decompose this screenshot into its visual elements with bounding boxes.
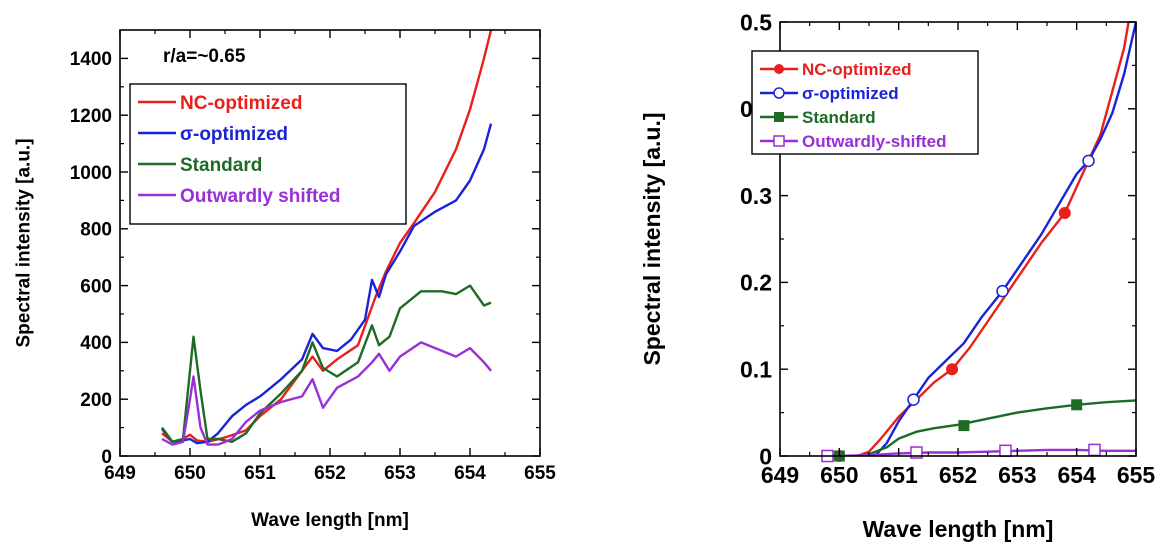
data-point-4-3	[999, 444, 1012, 458]
y-tick-label: 0.1	[740, 356, 772, 382]
y-tick-label: 0	[101, 447, 112, 468]
series-line-1	[161, 30, 493, 443]
legend-marker-4	[773, 135, 785, 147]
x-tick-label: 653	[998, 462, 1036, 488]
y-tick-label: 800	[80, 220, 112, 241]
series-line-2	[161, 123, 493, 445]
y-tick-label: 0.3	[740, 183, 772, 209]
x-tick-label: 651	[879, 462, 918, 488]
data-point-4-2	[910, 446, 923, 459]
data-point-2-2	[996, 284, 1009, 298]
chart-2: 64965065165265365465500.10.20.30.40.5Wav…	[639, 9, 1156, 542]
x-tick-label: 652	[314, 463, 346, 484]
data-point-2-3	[1082, 154, 1095, 168]
legend-marker-2	[773, 87, 785, 99]
annotation-label: r/a=~0.65	[163, 46, 246, 67]
series-line-4	[161, 341, 492, 446]
data-point-1-2	[946, 363, 959, 376]
legend-marker-3	[774, 112, 784, 122]
legend: NC-optimized σ-optimized Standard Outwardly…	[751, 50, 979, 155]
x-tick-label: 655	[524, 463, 556, 484]
x-tick-label: 655	[1117, 462, 1156, 488]
x-tick-label: 652	[939, 462, 977, 488]
chart-1: 649 650 651 652 653 654 655 0 200 400 600 800 1000 12…	[14, 29, 556, 531]
x-tick-label: 654	[454, 463, 486, 484]
data-point-4-4	[1088, 443, 1101, 457]
y-tick-label: 400	[80, 333, 112, 354]
legend: NC-optimized σ-optimized Standard Outwardly…	[129, 83, 407, 225]
y-tick-label: 0.5	[740, 9, 772, 35]
data-point-3-3	[1071, 399, 1083, 411]
x-tick-label: 649	[761, 462, 799, 488]
y-tick-label: 0	[759, 443, 772, 469]
y-axis-label: Spectral intensity [a.u.]	[14, 138, 35, 347]
x-tick-label: 654	[1057, 462, 1096, 488]
y-tick-label: 0.2	[740, 270, 772, 296]
data-point-2-1	[907, 393, 920, 406]
x-tick-label: 650	[820, 462, 858, 488]
legend-label-2: σ-optimized	[180, 124, 288, 145]
legend-label-2: σ-optimized	[802, 84, 899, 103]
legend-label-3: Standard	[180, 155, 262, 176]
legend-box	[129, 83, 407, 225]
x-tick-label: 649	[104, 463, 136, 484]
x-tick-label: 650	[174, 463, 206, 484]
legend-marker-1	[774, 64, 784, 74]
y-axis-label: Spectral intensity [a.u.]	[639, 112, 665, 365]
x-axis-label: Wave length [nm]	[863, 516, 1054, 542]
x-tick-label: 653	[384, 463, 416, 484]
legend-label-4: Outwardly-shifted	[802, 132, 947, 151]
x-axis-label: Wave length [nm]	[251, 510, 409, 531]
y-tick-label: 600	[80, 276, 112, 297]
legend-label-1: NC-optimized	[802, 60, 912, 79]
x-tick-label: 651	[244, 463, 276, 484]
legend-label-3: Standard	[802, 108, 876, 127]
y-tick-label: 200	[80, 390, 112, 411]
data-point-3-2	[958, 420, 970, 432]
series-line-3	[161, 284, 492, 443]
legend-label-1: NC-optimized	[180, 93, 302, 114]
data-point-1-3	[1058, 206, 1071, 219]
y-tick-label: 1200	[70, 106, 112, 127]
legend-label-4: Outwardly shifted	[180, 186, 340, 207]
y-tick-label: 1000	[70, 163, 112, 184]
y-tick-label: 1400	[70, 49, 112, 70]
series-line-1	[827, 22, 1130, 456]
